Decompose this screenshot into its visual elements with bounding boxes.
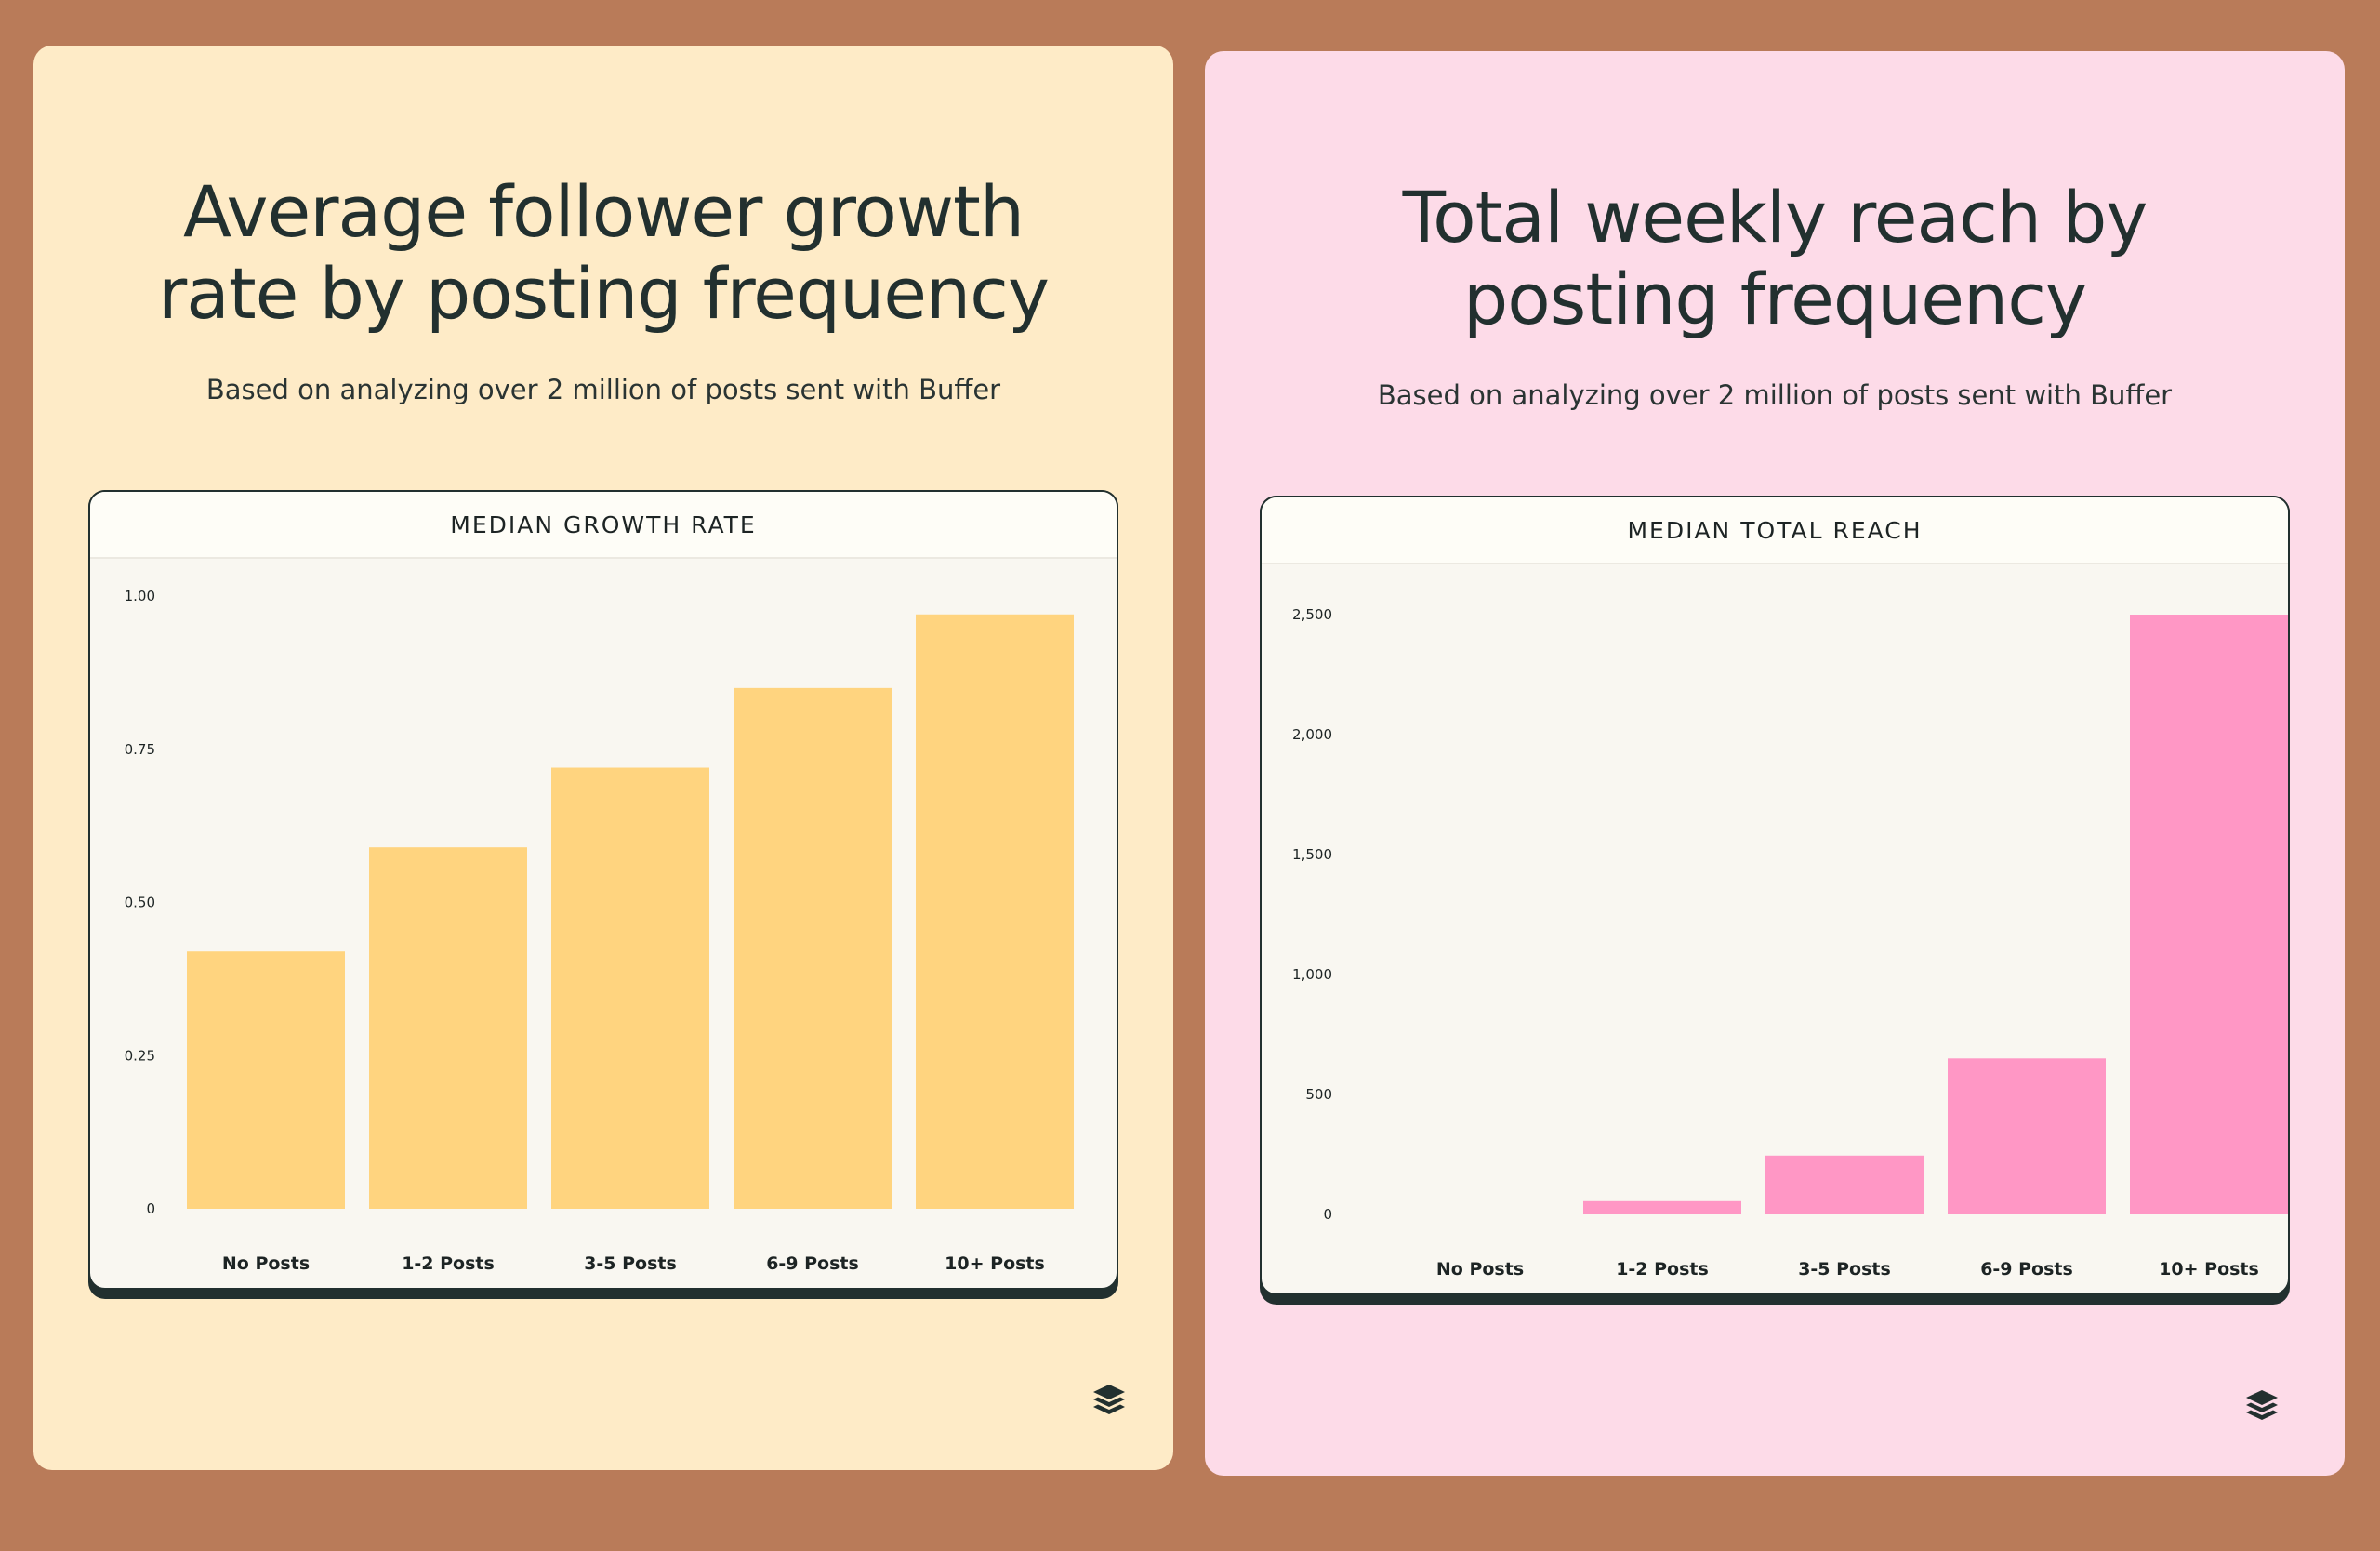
x-category-label: 3-5 Posts — [584, 1253, 677, 1274]
chart-title: MEDIAN GROWTH RATE — [90, 492, 1117, 559]
card-title-line: Average follower growth — [183, 170, 1025, 253]
card-title-line: Total weekly reach by — [1402, 176, 2149, 258]
y-tick-label: 0.50 — [125, 895, 155, 911]
y-tick-label: 0 — [1323, 1206, 1332, 1223]
x-category-label: 10+ Posts — [945, 1253, 1045, 1274]
bar — [1948, 1058, 2106, 1214]
bar — [187, 951, 345, 1209]
y-tick-label: 0.25 — [125, 1047, 155, 1064]
bar — [734, 687, 892, 1209]
card-title-line: posting frequency — [1462, 258, 2087, 340]
card-title: Average follower growth rate by posting … — [33, 171, 1173, 335]
chart-panel-inner: MEDIAN GROWTH RATE 0 0.25 0.50 0.75 1.00 No P… — [88, 490, 1118, 1290]
bar — [551, 767, 709, 1209]
x-category-label: 6-9 Posts — [766, 1253, 859, 1274]
growth-rate-card: Average follower growth rate by posting … — [33, 46, 1173, 1470]
x-category-label: No Posts — [1436, 1259, 1524, 1279]
y-tick-label: 0.75 — [125, 741, 155, 758]
chart-panel: MEDIAN GROWTH RATE 0 0.25 0.50 0.75 1.00 No P… — [88, 490, 1118, 1299]
growth-rate-chart: 0 0.25 0.50 0.75 1.00 No Posts 1-2 Posts 3-5 Po… — [125, 588, 1074, 1274]
buffer-logo-icon — [1093, 1385, 1125, 1414]
buffer-logo-icon — [2246, 1390, 2278, 1420]
x-category-label: 6-9 Posts — [1980, 1259, 2073, 1279]
y-tick-label: 500 — [1305, 1086, 1332, 1103]
x-category-label: 10+ Posts — [2159, 1259, 2259, 1279]
y-tick-label: 1.00 — [125, 588, 155, 604]
x-category-label: No Posts — [222, 1253, 310, 1274]
bar — [916, 614, 1074, 1209]
card-title-line: rate by posting frequency — [158, 252, 1050, 335]
y-tick-label: 1,500 — [1292, 846, 1332, 863]
y-tick-label: 2,500 — [1292, 606, 1332, 623]
bar — [1583, 1200, 1741, 1214]
weekly-reach-chart: 0 500 1,000 1,500 2,000 2,500 No Posts 1-2 Post… — [1292, 606, 2288, 1279]
card-subtitle: Based on analyzing over 2 million of pos… — [1377, 379, 2173, 411]
chart-title: MEDIAN TOTAL REACH — [1262, 497, 2288, 564]
bar — [2130, 615, 2288, 1214]
x-category-label: 1-2 Posts — [402, 1253, 495, 1274]
card-title: Total weekly reach by posting frequency — [1205, 177, 2345, 340]
weekly-reach-card: Total weekly reach by posting frequency … — [1205, 51, 2345, 1476]
y-tick-label: 1,000 — [1292, 966, 1332, 983]
y-tick-label: 0 — [146, 1200, 155, 1217]
y-tick-label: 2,000 — [1292, 726, 1332, 743]
chart-panel-inner: MEDIAN TOTAL REACH 0 500 1,000 1,500 2,000 2,… — [1260, 496, 2290, 1295]
chart-panel: MEDIAN TOTAL REACH 0 500 1,000 1,500 2,000 2,… — [1260, 496, 2290, 1305]
bar — [1765, 1155, 1924, 1214]
card-subtitle: Based on analyzing over 2 million of pos… — [205, 374, 1001, 405]
x-category-label: 1-2 Posts — [1616, 1259, 1709, 1279]
bar — [369, 847, 527, 1209]
x-category-label: 3-5 Posts — [1798, 1259, 1891, 1279]
